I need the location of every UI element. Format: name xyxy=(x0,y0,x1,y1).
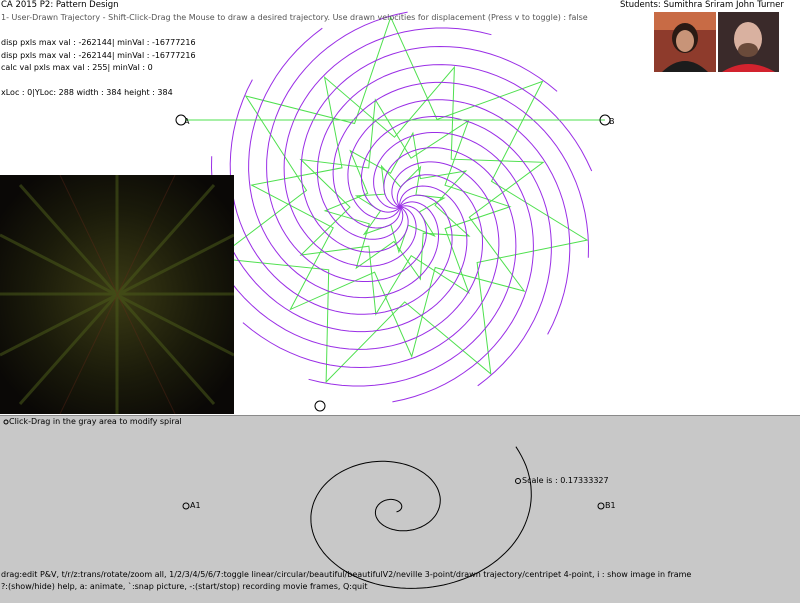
purple-spiral-pattern xyxy=(207,11,593,403)
spiral-arm xyxy=(229,79,453,315)
spiral-arm xyxy=(332,81,590,258)
spiral-arm xyxy=(347,99,571,335)
control-point-b1[interactable] xyxy=(597,502,605,510)
spiral-arm xyxy=(283,27,492,267)
spiral-arm xyxy=(300,45,558,253)
panel-instruction: Click-Drag in the gray area to modify sp… xyxy=(9,417,182,426)
spiral-arm xyxy=(308,147,517,387)
student-photo-2 xyxy=(718,12,779,72)
help-text-line-1: drag:edit P&V, t/r/z:trans/rotate/zoom a… xyxy=(1,570,692,579)
spiral-arm xyxy=(373,132,534,403)
pattern-canvas[interactable]: A B xyxy=(0,0,800,418)
location-stats: xLoc : 0|YLoc: 288 width : 384 height : … xyxy=(1,88,173,97)
student-photo-1 xyxy=(654,12,716,72)
panel-tip-icon xyxy=(3,419,9,425)
control-point-a[interactable]: A xyxy=(175,114,190,126)
spiral-curve xyxy=(310,446,532,589)
control-point-b-label: B xyxy=(609,117,615,126)
mode-instruction: 1- User-Drawn Trajectory - Shift-Click-D… xyxy=(1,13,588,22)
students-label: Students: Sumithra Sriram John Turner xyxy=(620,0,784,10)
app-title: CA 2015 P2: Pattern Design xyxy=(1,0,119,10)
scale-handle-icon[interactable] xyxy=(515,478,521,484)
star-outline xyxy=(215,15,589,384)
star-outline xyxy=(299,98,512,316)
label-a1: A1 xyxy=(190,501,201,510)
label-b1: B1 xyxy=(605,501,616,510)
spiral-edit-panel[interactable] xyxy=(0,415,800,603)
spiral-arm xyxy=(266,11,427,282)
control-point-b[interactable]: B xyxy=(599,114,615,126)
disp-stats-2: disp pxls max val : -262144| minVal : -1… xyxy=(1,51,196,60)
spiral-arm xyxy=(248,27,439,299)
green-star-pattern xyxy=(215,15,589,384)
disp-stats-1: disp pxls max val : -262144| minVal : -1… xyxy=(1,38,196,47)
help-text-line-2: ?:(show/hide) help, a: animate, `:snap p… xyxy=(1,582,368,591)
spiral-arm xyxy=(207,174,484,350)
spiral-arm xyxy=(242,161,500,369)
star-outline xyxy=(250,65,545,359)
spiral-arm xyxy=(210,156,468,333)
scale-readout: Scale is : 0.17333327 xyxy=(522,476,609,485)
spiral-arm xyxy=(316,64,593,240)
displacement-image xyxy=(0,175,234,414)
control-point-a1[interactable] xyxy=(182,502,190,510)
control-point-bottom[interactable] xyxy=(314,400,326,412)
calc-stats: calc val pxls max val : 255| minVal : 0 xyxy=(1,63,153,72)
star-outline xyxy=(323,131,471,281)
control-point-a-label: A xyxy=(184,117,190,126)
